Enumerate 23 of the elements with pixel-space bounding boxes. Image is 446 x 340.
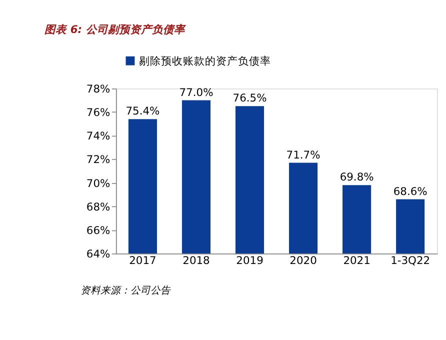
y-tick-label: 74% [86, 130, 110, 143]
x-tick-label: 2021 [343, 254, 370, 267]
y-tick-label: 68% [86, 200, 110, 214]
y-tick-label: 72% [86, 153, 110, 166]
x-tick-label: 2019 [236, 254, 264, 267]
data-label: 68.6% [393, 184, 428, 198]
x-tick-label: 1-3Q22 [390, 254, 430, 267]
x-tick-label: 2020 [290, 254, 318, 267]
legend-label: 剔除预收账款的资产负债率 [139, 54, 272, 68]
text: 资料来源：公司公告 [80, 284, 172, 297]
y-tick-label: 76% [86, 106, 110, 120]
chart-title: 图表 6: 公司剔预资产负债率 [44, 23, 186, 36]
x-tick-label: 2017 [129, 254, 156, 267]
data-label: 71.7% [286, 148, 320, 162]
data-label: 75.4% [126, 104, 160, 118]
x-tick-label: 2018 [182, 254, 210, 267]
data-label: 76.5% [232, 92, 267, 105]
y-tick-label: 70% [86, 176, 110, 190]
y-tick-label: 78% [86, 82, 110, 96]
data-label: 77.0% [179, 86, 214, 99]
data-label: 69.8% [340, 170, 374, 184]
y-tick-label: 66% [86, 224, 110, 237]
y-tick-label: 64% [86, 248, 110, 261]
